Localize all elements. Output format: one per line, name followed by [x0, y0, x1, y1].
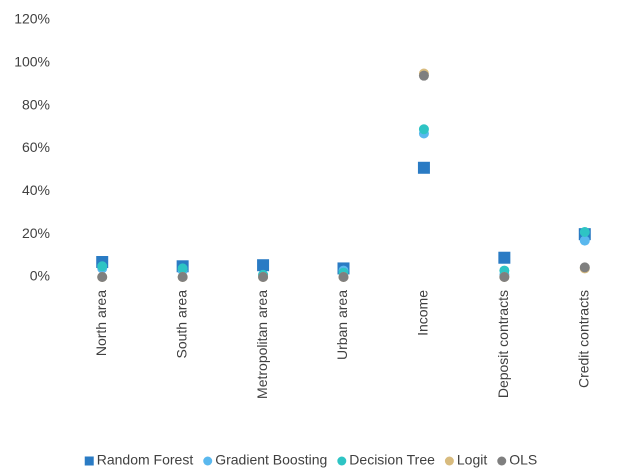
x-tick-label: Income: [415, 290, 431, 336]
x-tick-label: Metropolitan area: [254, 290, 270, 399]
legend-label: Decision Tree: [349, 452, 435, 468]
y-tick-label: 60%: [22, 139, 50, 155]
marker: [338, 272, 349, 282]
marker: [579, 235, 590, 246]
marker: [258, 272, 269, 282]
marker: [177, 272, 188, 282]
y-tick-label: 40%: [22, 182, 50, 198]
legend-marker: [337, 456, 347, 466]
marker: [97, 261, 108, 272]
marker: [498, 251, 511, 264]
y-tick-label: 80%: [22, 96, 50, 112]
marker: [499, 272, 510, 282]
marker: [417, 161, 430, 174]
y-tick-label: 0%: [30, 268, 50, 284]
legend-label: Logit: [457, 452, 487, 468]
marker: [418, 70, 429, 81]
marker: [177, 263, 188, 274]
x-tick-label: North area: [93, 290, 109, 356]
legend-marker: [497, 456, 507, 466]
x-tick-label: Credit contracts: [575, 290, 591, 388]
marker: [579, 227, 590, 238]
legend-label: OLS: [509, 452, 537, 468]
y-tick-label: 120%: [14, 11, 50, 27]
legend-label: Gradient Boosting: [215, 452, 327, 468]
legend-marker: [203, 456, 213, 466]
legend-marker: [444, 456, 454, 466]
y-tick-label: 20%: [22, 225, 50, 241]
marker: [579, 262, 590, 273]
marker: [418, 124, 429, 135]
legend-label: Random Forest: [97, 452, 194, 468]
x-tick-label: Urban area: [334, 290, 350, 360]
x-tick-label: Deposit contracts: [495, 290, 511, 398]
marker: [257, 259, 270, 272]
marker: [97, 272, 108, 282]
legend-marker: [84, 456, 94, 466]
x-tick-label: South area: [173, 290, 189, 359]
y-tick-label: 100%: [14, 54, 50, 70]
